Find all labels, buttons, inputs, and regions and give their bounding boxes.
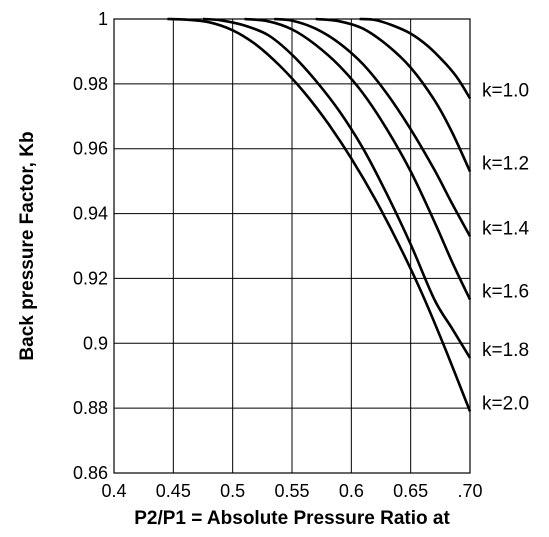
series-label-k-1-4: k=1.4 [482, 218, 529, 239]
x-axis-title: P2/P1 = Absolute Pressure Ratio at [134, 508, 450, 529]
curve-k-1-4 [274, 17, 472, 237]
series-label-k-1-6: k=1.6 [482, 282, 529, 303]
curve-k-1-0 [359, 17, 472, 100]
plot-frame [113, 18, 471, 474]
y-tick-label-0-9: 0.9 [83, 333, 108, 353]
x-tick-labels: 0.4 0.45 0.5 0.55 0.6 0.65 .70 [101, 481, 482, 501]
curve-k-2-0 [167, 17, 472, 412]
curve-k-1-8 [202, 17, 472, 359]
x-tick-label-0-45: 0.45 [156, 481, 191, 501]
x-tick-label-0-4: 0.4 [101, 481, 126, 501]
series-label-k-2-0: k=2.0 [482, 393, 529, 414]
y-tick-label-0-96: 0.96 [73, 139, 108, 159]
y-axis-title: Back pressure Factor, Kb [17, 131, 38, 360]
x-tick-label-0-65: 0.65 [393, 481, 428, 501]
series-label-k-1-2: k=1.2 [482, 153, 529, 174]
y-tick-label-0-88: 0.88 [73, 398, 108, 418]
x-tick-label-70: .70 [457, 481, 482, 501]
x-tick-label-0-55: 0.55 [274, 481, 309, 501]
curve-k-1-2 [315, 17, 472, 172]
y-tick-label-0-86: 0.86 [73, 463, 108, 483]
x-tick-label-0-6: 0.6 [339, 481, 364, 501]
y-tick-label-0-94: 0.94 [73, 204, 108, 224]
y-tick-labels: 0.86 0.88 0.9 0.92 0.94 0.96 0.98 1 [73, 9, 108, 483]
series-label-k-1-8: k=1.8 [482, 340, 529, 361]
series-labels: k=1.0 k=1.2 k=1.4 k=1.6 k=1.8 k=2.0 [482, 80, 529, 414]
curve-k-1-6 [244, 17, 472, 301]
series-label-k-1-0: k=1.0 [482, 80, 529, 101]
y-tick-label-0-98: 0.98 [73, 74, 108, 94]
y-tick-label-1: 1 [98, 9, 108, 29]
y-tick-label-0-92: 0.92 [73, 268, 108, 288]
curves [167, 17, 472, 412]
grid-lines [113, 18, 471, 474]
x-tick-label-0-5: 0.5 [220, 481, 245, 501]
